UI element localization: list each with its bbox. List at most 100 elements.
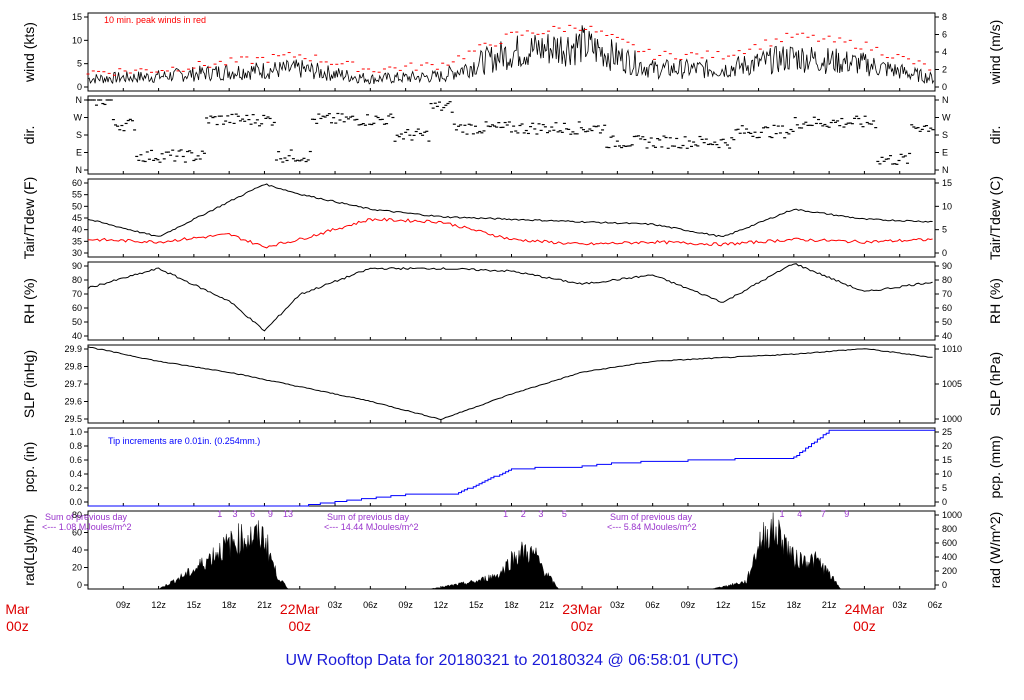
slp-y-axis-label-right: SLP (hPa) [987,352,1003,416]
rh-y-axis-label: RH (%) [21,278,37,324]
rad-y-tick-label-right: 0 [942,580,947,590]
rh-y-tick-label-right: 50 [942,317,952,327]
rad-y-tick-label-right: 1000 [942,510,962,520]
wind-y-axis-label: wind (kts) [21,22,37,83]
radiation-sum-note-title: Sum of previous day [45,512,128,522]
rad-y-tick-label-left: 0 [77,580,82,590]
rad-y-tick-label-right: 200 [942,566,957,576]
rh-panel-frame [87,261,936,341]
radiation-hour-mark: 9 [268,509,273,519]
pcp-y-tick-label-right: 0 [942,497,947,507]
precipitation-line [88,429,935,507]
temp-y-tick-label-left: 55 [72,190,82,200]
slp-y-tick-label-right: 1000 [942,414,962,424]
figure-title: UW Rooftop Data for 20180321 to 20180324… [286,652,739,669]
sea-level-pressure-line [87,346,933,421]
temp-panel-frame [87,178,936,258]
wind-y-tick-label-right: 8 [942,12,947,22]
slp-y-tick-label-right: 1010 [942,344,962,354]
wind-y-tick-label-right: 0 [942,82,947,92]
radiation-hour-mark: 9 [844,509,849,519]
pcp-y-axis-label: pcp. (in) [21,442,37,493]
rad-y-tick-label-right: 600 [942,538,957,548]
pcp-y-tick-label-left: 0.4 [69,469,82,479]
air-temp-line [87,183,933,238]
x-hour-label: 09z [398,600,413,610]
rad-y-tick-label-right: 800 [942,524,957,534]
rh-y-tick-label-right: 70 [942,289,952,299]
radiation-sum-note-title: Sum of previous day [327,512,410,522]
wind-y-tick-label-left: 5 [77,59,82,69]
temp-y-tick-label-left: 45 [72,213,82,223]
temp-y-tick-label-right: 10 [942,201,952,211]
wind-y-tick-label-left: 0 [77,82,82,92]
radiation-hour-mark: 7 [821,509,826,519]
temp-y-tick-label-right: 15 [942,178,952,188]
dir-y-tick-label-left: S [76,130,82,140]
dir-y-tick-label-right: N [942,95,949,105]
rad-y-tick-label-left: 40 [72,545,82,555]
slp-y-tick-label-left: 29.6 [64,397,82,407]
dir-y-tick-label-left: N [76,95,83,105]
radiation-hour-mark: 3 [538,509,543,519]
rh-y-tick-label-left: 70 [72,289,82,299]
radiation-hour-mark: 6 [250,509,255,519]
day-label-hour: 00z [288,618,311,634]
wind-y-tick-label-right: 4 [942,47,947,57]
x-hour-label: 09z [681,600,696,610]
x-hour-label: 12z [151,600,166,610]
temp-y-axis-label: Tair/Tdew (F) [21,177,37,259]
slp-y-tick-label-left: 29.7 [64,379,82,389]
radiation-sum-note-title: Sum of previous day [610,512,693,522]
pcp-y-tick-label-right: 5 [942,483,947,493]
x-hour-label: 12z [716,600,731,610]
wind-y-tick-label-right: 2 [942,65,947,75]
wind-panel-frame [87,12,936,92]
x-hour-label: 15z [187,600,202,610]
rh-y-tick-label-right: 90 [942,261,952,271]
wind-y-tick-label-left: 10 [72,35,82,45]
x-hour-label: 21z [822,600,837,610]
rh-y-tick-label-left: 60 [72,303,82,313]
temp-y-tick-label-right: 0 [942,248,947,258]
temp-y-tick-label-left: 60 [72,178,82,188]
x-hour-label: 06z [363,600,378,610]
x-hour-label: 03z [328,600,343,610]
dewpoint-line [87,217,933,249]
pcp-y-tick-label-right: 25 [942,427,952,437]
x-hour-label: 21z [257,600,272,610]
dir-y-tick-label-left: W [74,113,83,123]
temp-y-tick-label-left: 30 [72,248,82,258]
temp-y-tick-label-left: 35 [72,236,82,246]
wind-y-axis-label-right: wind (m/s) [987,20,1003,86]
radiation-hour-mark: 4 [797,509,802,519]
radiation-hour-mark: 1 [503,509,508,519]
dir-y-tick-label-right: N [942,165,949,175]
dir-y-tick-label-left: N [76,165,83,175]
pcp-y-tick-label-left: 0.0 [69,497,82,507]
temp-y-axis-label-right: Tair/Tdew (C) [987,176,1003,260]
relative-humidity-line [87,263,933,332]
radiation-hour-mark: 3 [233,509,238,519]
rad-y-tick-label-left: 20 [72,563,82,573]
day-label: Mar [5,601,29,617]
radiation-hour-mark: 2 [521,509,526,519]
dir-y-axis-label: dir. [21,126,37,145]
x-hour-label: 09z [116,600,131,610]
rh-y-tick-label-right: 60 [942,303,952,313]
rh-y-tick-label-right: 80 [942,275,952,285]
x-hour-label: 03z [610,600,625,610]
temp-y-tick-label-right: 5 [942,225,947,235]
pcp-y-tick-label-left: 0.6 [69,455,82,465]
radiation-hour-mark: 1 [780,509,785,519]
x-hour-label: 06z [928,600,943,610]
wind-speed-line [87,25,935,85]
dir-y-axis-label-right: dir. [987,126,1003,145]
radiation-sum-note-value: <--- 14.44 MJoules/m^2 [324,522,419,532]
slp-y-tick-label-left: 29.8 [64,362,82,372]
x-hour-label: 18z [504,600,519,610]
pcp-y-tick-label-left: 0.8 [69,441,82,451]
rad-y-tick-label-left: 60 [72,528,82,538]
wind-y-tick-label-left: 15 [72,12,82,22]
day-label: 24Mar [845,601,885,617]
